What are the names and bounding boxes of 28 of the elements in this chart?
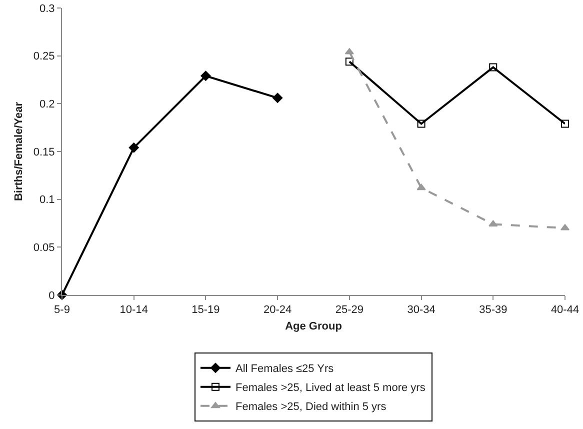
x-tick-label: 10-14 [120,304,148,316]
y-tick-label: 0.1 [40,194,55,206]
y-tick-label: 0.15 [33,146,55,158]
y-tick-label: 0.2 [40,98,55,111]
x-tick-label: 20-24 [264,304,292,316]
y-tick-label: 0 [48,290,55,302]
point [416,184,426,190]
point [272,92,283,103]
legend-label: All Females ≤25 Yrs [236,363,334,376]
x-tick-label: 15-19 [192,304,220,316]
x-tick-label: 40-44 [550,304,580,316]
x-tick-label: 30-34 [407,304,436,316]
legend-label: Females >25, Lived at least 5 more yrs [236,382,426,394]
point [345,58,354,66]
legend-label: Females >25, Died within 5 yrs [236,401,387,414]
point [489,63,498,72]
y-tick-label: 0.05 [33,242,55,254]
y-axis-title: Births/Female/Year [13,101,26,202]
x-tick-label: 5-9 [54,304,70,316]
point [128,142,139,153]
x-tick-label: 35-39 [479,304,508,316]
x-tick-label: 25-29 [335,304,364,316]
point [561,120,569,128]
point [200,70,211,81]
x-axis-title: Age Group [285,320,342,332]
point [417,120,426,128]
y-tick-label: 0.25 [33,50,55,63]
y-tick-label: 0.3 [40,2,55,15]
